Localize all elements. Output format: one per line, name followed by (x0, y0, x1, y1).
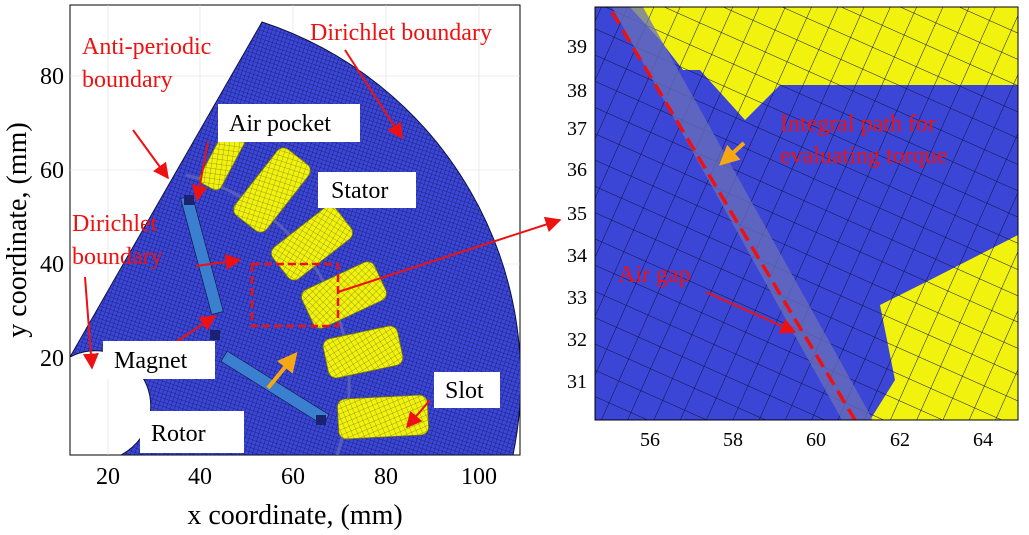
svg-text:35: 35 (567, 203, 587, 225)
svg-text:20: 20 (40, 346, 64, 372)
slot-label: Slot (434, 372, 500, 408)
svg-text:80: 80 (40, 64, 64, 90)
svg-text:56: 56 (640, 429, 660, 451)
air-gap-orange-arrow (266, 351, 298, 390)
svg-text:Stator: Stator (331, 178, 388, 204)
dirichlet-left-label-1: Dirichlet (72, 211, 158, 237)
svg-text:Air pocket: Air pocket (229, 111, 331, 137)
svg-text:32: 32 (567, 329, 587, 351)
svg-text:58: 58 (723, 429, 743, 451)
svg-text:64: 64 (973, 429, 993, 451)
right-y-tick-labels: 39 38 37 36 35 34 33 32 31 (567, 36, 587, 393)
slot-bottom-region (870, 235, 1018, 420)
rotor-label: Rotor (140, 411, 244, 453)
left-x-tick-labels: 20 40 60 80 100 (96, 464, 497, 490)
air-gap-red-arrow (705, 291, 797, 334)
air-gap-band (612, 7, 873, 420)
svg-text:60: 60 (281, 464, 305, 490)
svg-text:62: 62 (890, 429, 910, 451)
left-x-axis-label: x coordinate, (mm) (187, 500, 402, 531)
svg-text:31: 31 (567, 371, 587, 393)
svg-text:Rotor: Rotor (151, 421, 206, 447)
dirichlet-left-label-2: boundary (72, 244, 163, 270)
svg-text:36: 36 (567, 159, 587, 181)
dirichlet-top-label: Dirichlet boundary (310, 20, 492, 46)
svg-text:Slot: Slot (445, 378, 484, 404)
svg-text:60: 60 (40, 158, 64, 184)
stator-label: Stator (318, 172, 416, 208)
svg-text:Magnet: Magnet (114, 348, 188, 374)
svg-text:100: 100 (461, 464, 497, 490)
svg-text:60: 60 (806, 429, 826, 451)
svg-text:39: 39 (567, 36, 587, 58)
zoom-connector-arrow (337, 216, 562, 293)
integral-path-label-2: evaluating torque (780, 143, 947, 169)
svg-text:38: 38 (567, 80, 587, 102)
left-y-tick-labels: 80 60 40 20 (40, 64, 64, 372)
right-red-annotations: Integral path for evaluating torque Air … (618, 111, 947, 288)
slot-top-region (630, 7, 1018, 120)
svg-text:33: 33 (567, 287, 587, 309)
integral-path-label-1: Integral path for (780, 111, 936, 137)
svg-text:40: 40 (188, 464, 212, 490)
zoom-region-box (250, 262, 340, 328)
left-y-axis-label: y coordinate, (mm) (2, 122, 33, 337)
integral-orange-arrow (719, 141, 746, 166)
left-mesh-plot: Air pocket Stator Magnet Rotor Slot Anti… (2, 4, 562, 531)
slot-regions (199, 129, 429, 440)
integral-path-line (610, 11, 857, 420)
anti-periodic-label-1: Anti-periodic (82, 34, 211, 60)
magnet-label: Magnet (103, 341, 215, 379)
air-pocket-regions (184, 195, 326, 425)
svg-text:34: 34 (567, 245, 587, 267)
anti-periodic-label-2: boundary (82, 67, 173, 93)
air-gap-label: Air gap (618, 262, 691, 288)
svg-text:80: 80 (374, 464, 398, 490)
svg-text:40: 40 (40, 252, 64, 278)
right-x-tick-labels: 56 58 60 62 64 (640, 429, 993, 451)
svg-text:37: 37 (567, 118, 587, 140)
svg-text:20: 20 (96, 464, 120, 490)
left-red-annotations: Anti-periodic boundary Dirichlet boundar… (72, 20, 492, 270)
right-zoom-plot: Integral path for evaluating torque Air … (567, 6, 1019, 451)
air-pocket-label: Air pocket (218, 104, 360, 142)
